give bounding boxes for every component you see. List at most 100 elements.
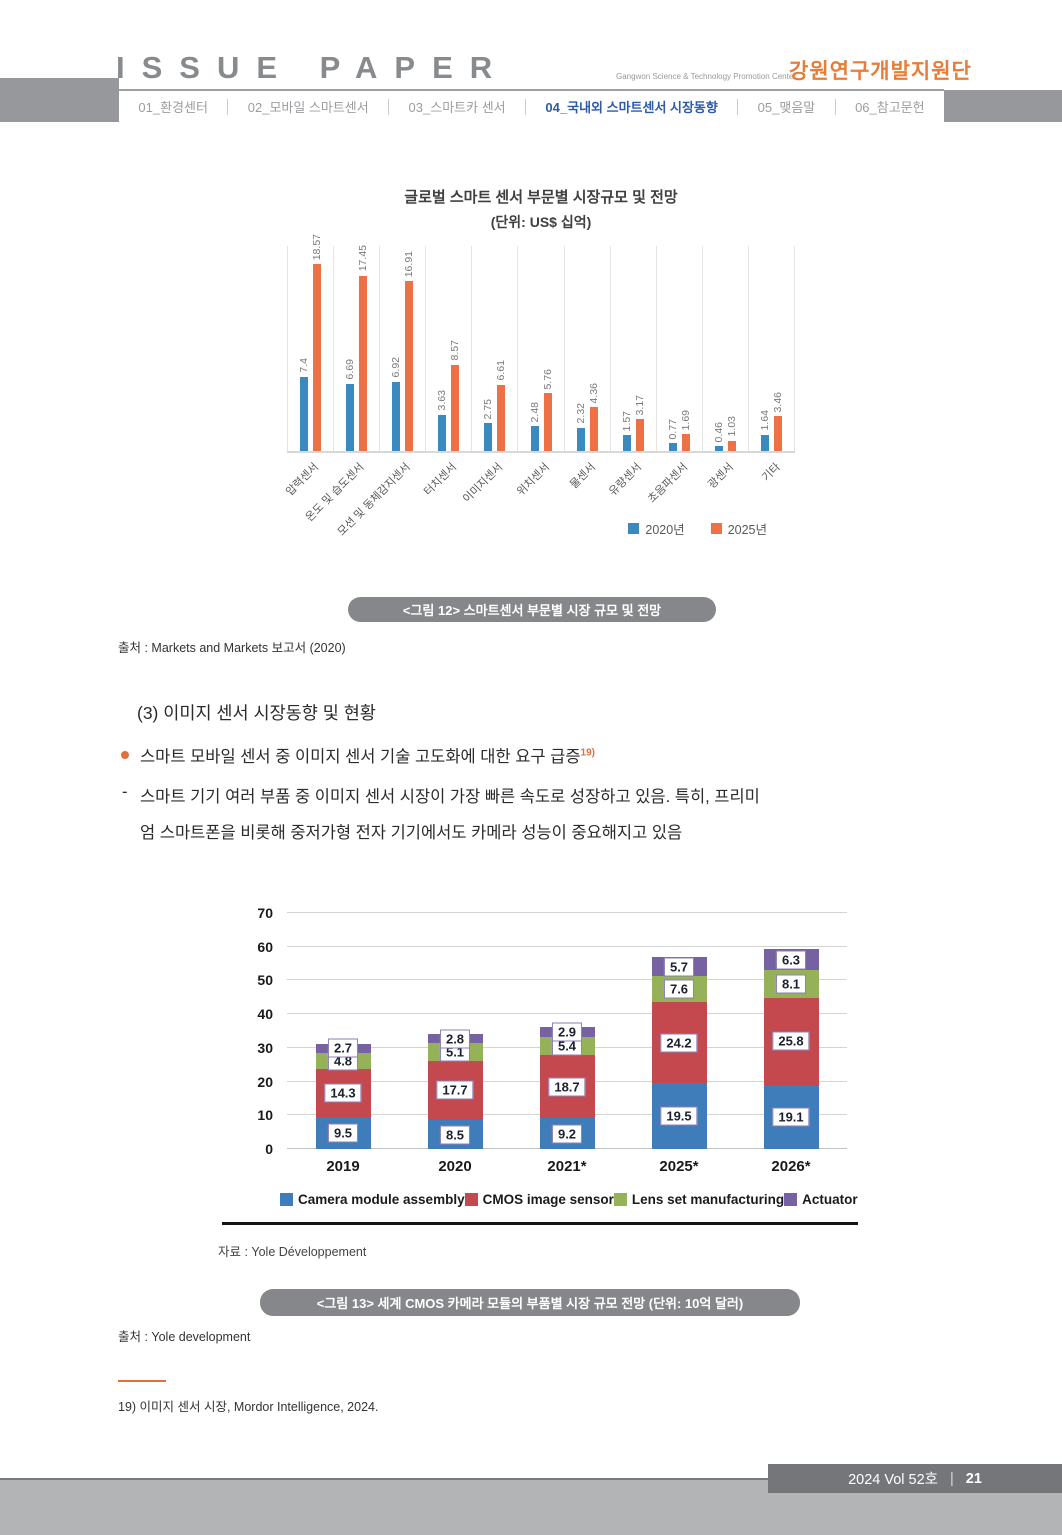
bar-2025년: 18.57 [311,234,323,451]
legend-item-camera-module-assembly: Camera module assembly [280,1192,465,1207]
category-label-text: 물센서 [567,461,598,492]
chart2-plot-area: 0 10 20 30 40 50 60 70 9.5 14.3 4.8 2.7 8.5 17.7 5.1 2.… [257,905,847,1157]
category-label-text: 유량센서 [606,461,645,499]
bar-2020년: 1.57 [621,411,633,451]
bullet-point-main: 스마트 모바일 센서 중 이미지 센서 기술 고도화에 대한 요구 급증 [140,748,581,766]
y-axis-label-70: 70 [257,905,273,921]
bar-value-label: 4.36 [587,382,600,404]
chart1-category-group: 2.75 6.61 [471,246,517,451]
y-axis-label-0: 0 [265,1141,273,1157]
y-axis-label-50: 50 [257,972,273,989]
segment-value-label: 2.9 [551,1022,583,1042]
bullet-dot-icon [121,751,129,759]
bar-value-label: 0.46 [712,421,725,443]
tab-02-mobile-smart-sensor[interactable]: 02_모바일 스마트센서 [247,100,369,115]
dash-marker: - [122,783,128,801]
chart-cmos-camera-module: 0 10 20 30 40 50 60 70 9.5 14.3 4.8 2.7 8.5 17.7 5.1 2.… [222,896,858,1225]
bar-2025년: 5.76 [542,369,554,451]
chart2-year-axis: 2019 2020 2021* 2025* 2026* [287,1158,847,1175]
chart2-bottom-rule [222,1222,858,1225]
segment-value-label: 2.7 [327,1038,359,1058]
year-label-2020: 2020 [438,1158,472,1175]
tab-separator [737,98,739,115]
segment-value-label: 8.5 [439,1125,471,1145]
legend-item-2025년: 2025년 [710,519,767,538]
bar-2020년: 6.69 [344,359,356,451]
chart2-bar-slot: 8.5 17.7 5.1 2.8 [399,913,511,1149]
chart1-category-group: 0.46 1.03 [701,246,748,451]
bar-2020년: 1.64 [759,410,771,451]
tab-04-market-trends-active[interactable]: 04_국내외 스마트센서 시장동향 [545,100,718,115]
segment-value-label: 19.5 [660,1106,698,1126]
segment-value-label: 17.7 [436,1080,474,1100]
center-name-english: Gangwon Science & Technology Promotion C… [616,72,796,81]
segment-value-label: 24.2 [660,1033,698,1053]
segment-Actuator: 6.3 [763,949,819,971]
footnote-reference-19[interactable]: 19) [580,747,595,759]
gridline-50 [287,979,847,981]
legend-swatch [784,1193,798,1206]
bar-2025년: 3.46 [772,392,784,451]
chart2-bar-slot: 19.1 25.8 8.1 6.3 [735,913,847,1149]
segment-Camera module assembly: 9.5 [315,1117,371,1149]
segment-value-label: 19.1 [772,1107,810,1127]
chart1-category-label: 이미지센서 [461,453,518,537]
y-axis-label-30: 30 [257,1039,273,1056]
tab-05-conclusion[interactable]: 05_맺음말 [757,100,816,115]
y-axis-label-20: 20 [257,1073,273,1090]
chart1-category-group: 7.4 18.57 [287,234,333,451]
bar-2020년: 6.92 [390,357,402,451]
bar-value-label: 3.46 [771,391,784,413]
gridline-40 [287,1013,847,1015]
bar-value-label: 3.17 [633,394,646,416]
bar-2025년: 16.91 [403,251,415,451]
category-label-text: 압력센서 [283,461,321,499]
bar-value-label: 5.76 [541,368,554,390]
footer-page-indicator: 2024 Vol 52호 | 21 [768,1464,1062,1493]
tab-01-environment-center[interactable]: 01_환경센터 [138,100,208,115]
legend-item-actuator: Actuator [784,1192,858,1207]
header-divider [118,89,944,91]
stacked-bar-2021*: 9.2 18.7 5.4 2.9 [539,1022,595,1149]
category-label-text: 광센서 [706,461,737,492]
bar-2025년: 17.45 [357,245,369,451]
stacked-bar-2026*: 19.1 25.8 8.1 6.3 [763,949,819,1149]
legend-swatch [628,523,640,534]
legend-swatch [613,1193,627,1206]
tab-03-smart-car-sensor[interactable]: 03_스마트카 센서 [408,100,506,115]
bar-value-label: 2.75 [482,398,495,420]
bar-value-label: 1.03 [725,416,738,437]
legend-swatch [710,523,722,534]
segment-value-label: 8.1 [775,974,807,994]
bar-2025년: 8.57 [449,340,461,451]
bar-2020년: 2.48 [529,402,541,451]
gridline-70 [287,912,847,913]
stacked-bar-2025*: 19.5 24.2 7.6 5.7 [651,956,707,1149]
bar-value-label: 1.64 [758,410,771,431]
bar-2020년: 2.75 [482,399,494,451]
footnote-divider [118,1380,166,1382]
y-axis-label-10: 10 [257,1107,273,1124]
chart2-legend: Camera module assembly CMOS image sensor L… [280,1192,858,1207]
segment-value-label: 2.8 [439,1029,471,1049]
figure12-source: 출처 : Markets and Markets 보고서 (2020) [118,641,346,655]
bar-value-label: 7.4 [298,358,311,373]
chart2-bar-slot: 19.5 24.2 7.6 5.7 [623,913,735,1149]
figure12-caption: <그림 12> 스마트센서 부문별 시장 규모 및 전망 [348,597,716,622]
chart1-category-group: 0.77 1.69 [655,246,702,451]
bar-2020년: 2.32 [575,403,587,451]
body-paragraph-line1: 스마트 기기 여러 부품 중 이미지 센서 시장이 가장 빠른 속도로 성장하고… [140,788,760,806]
legend-label: Actuator [802,1192,858,1207]
segment-value-label: 18.7 [548,1077,586,1096]
tab-06-references[interactable]: 06_참고문헌 [855,100,925,115]
segment-value-label: 7.6 [663,979,695,999]
bar-2025년: 1.69 [680,410,692,451]
legend-label: 2020년 [645,523,685,537]
year-label-2026*: 2026* [771,1158,811,1175]
section-tab-bar: 01_환경센터 02_모바일 스마트센서 03_스마트카 센서 04_국내외 스… [119,91,944,122]
footer-page-number: 21 [965,1470,982,1487]
bar-value-label: 6.69 [344,359,357,380]
segment-Lens set manufacturing: 7.6 [651,976,707,1002]
bar-2025년: 6.61 [495,360,507,451]
